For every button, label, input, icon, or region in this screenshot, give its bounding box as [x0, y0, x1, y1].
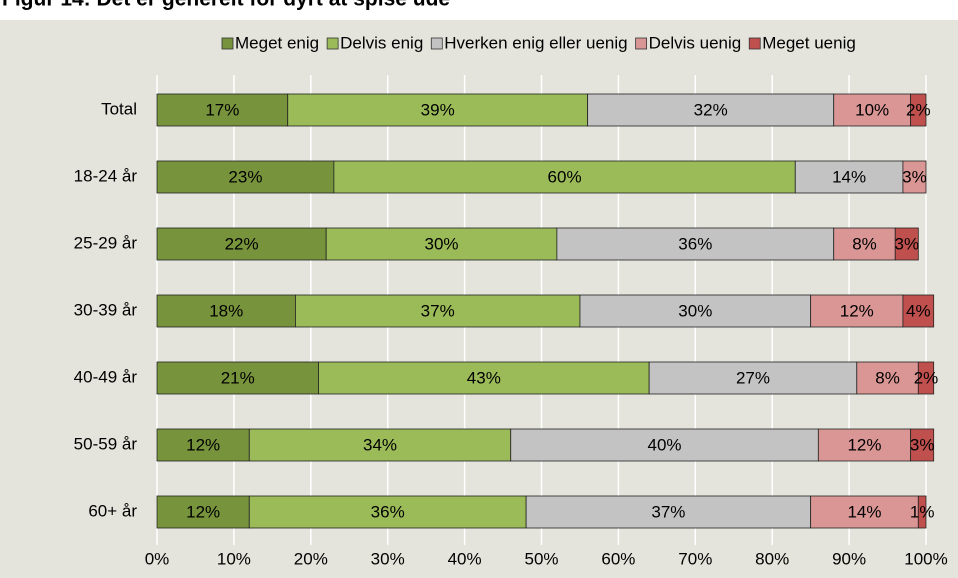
bar-segment	[295, 294, 581, 328]
value-label: 22%	[225, 234, 259, 253]
x-tick-label: 30%	[371, 549, 405, 568]
x-tick-label: 70%	[678, 549, 712, 568]
legend-label: Meget uenig	[762, 33, 856, 52]
value-label: 12%	[186, 435, 220, 454]
bar-segment	[917, 495, 927, 529]
value-label: 17%	[205, 100, 239, 119]
bar-segment	[156, 294, 296, 328]
bar-segment	[810, 294, 904, 328]
bar-segment	[902, 294, 935, 328]
x-tick-label: 0%	[145, 549, 170, 568]
value-label: 36%	[678, 234, 712, 253]
x-tick-label: 20%	[294, 549, 328, 568]
value-label: 37%	[421, 301, 455, 320]
y-tick-label: 30-39 år	[74, 300, 138, 319]
value-label: 40%	[648, 435, 682, 454]
value-label: 14%	[832, 167, 866, 186]
value-label: 12%	[186, 502, 220, 521]
y-tick-label: 40-49 år	[74, 367, 138, 386]
bar-segment	[910, 93, 927, 127]
y-tick-label: 25-29 år	[74, 233, 138, 252]
bar-segment	[794, 160, 904, 194]
bar-segment	[910, 428, 935, 462]
legend-label: Delvis uenig	[649, 33, 742, 52]
value-label: 14%	[847, 502, 881, 521]
value-label: 36%	[371, 502, 405, 521]
bar-segment	[318, 361, 650, 395]
bar-segment	[325, 227, 558, 261]
bar-segment	[556, 227, 835, 261]
x-tick-label: 90%	[832, 549, 866, 568]
value-label: 30%	[678, 301, 712, 320]
bar-segment	[156, 361, 319, 395]
value-label: 30%	[425, 234, 459, 253]
value-label: 12%	[840, 301, 874, 320]
bar-segment	[833, 227, 896, 261]
value-label: 34%	[363, 435, 397, 454]
y-tick-label: 60+ år	[88, 501, 137, 520]
value-label: 2%	[906, 100, 931, 119]
y-tick-label: Total	[101, 99, 137, 118]
value-label: 43%	[467, 368, 501, 387]
bar-segment	[894, 227, 919, 261]
bar-segment	[579, 294, 812, 328]
legend-swatch	[635, 37, 648, 50]
bar-segment	[917, 361, 935, 395]
bar-segment	[510, 428, 819, 462]
bar-segment	[525, 495, 812, 529]
value-label: 3%	[910, 435, 935, 454]
value-label: 4%	[906, 301, 931, 320]
legend-swatch	[430, 37, 443, 50]
value-label: 37%	[651, 502, 685, 521]
value-label: 2%	[914, 368, 939, 387]
value-label: 18%	[209, 301, 243, 320]
bar-segment	[156, 227, 327, 261]
value-label: 8%	[852, 234, 877, 253]
legend-swatch	[326, 37, 339, 50]
value-label: 8%	[875, 368, 900, 387]
y-tick-label: 18-24 år	[74, 166, 138, 185]
legend-label: Meget enig	[235, 33, 319, 52]
value-label: 21%	[221, 368, 255, 387]
value-label: 39%	[421, 100, 455, 119]
value-label: 32%	[694, 100, 728, 119]
legend-label: Hverken enig eller uenig	[444, 33, 627, 52]
bar-segment	[156, 428, 250, 462]
chart-title: Figur 14: Det er generelt for dyrt at sp…	[2, 0, 450, 11]
value-label: 27%	[736, 368, 770, 387]
bar-segment	[248, 428, 512, 462]
legend-label: Delvis enig	[340, 33, 423, 52]
legend-swatch	[748, 37, 761, 50]
value-label: 3%	[902, 167, 927, 186]
x-tick-label: 100%	[904, 549, 947, 568]
x-tick-label: 40%	[448, 549, 482, 568]
x-tick-label: 50%	[524, 549, 558, 568]
value-label: 10%	[855, 100, 889, 119]
value-label: 23%	[228, 167, 262, 186]
bar-segment	[902, 160, 927, 194]
x-tick-label: 60%	[601, 549, 635, 568]
legend-swatch	[221, 37, 234, 50]
value-label: 1%	[910, 502, 935, 521]
value-label: 3%	[894, 234, 919, 253]
value-label: 60%	[548, 167, 582, 186]
value-label: 12%	[847, 435, 881, 454]
y-tick-label: 50-59 år	[74, 434, 138, 453]
bar-segment	[156, 495, 250, 529]
bar-segment	[587, 93, 835, 127]
x-tick-label: 10%	[217, 549, 251, 568]
bar-segment	[333, 160, 796, 194]
x-tick-label: 80%	[755, 549, 789, 568]
